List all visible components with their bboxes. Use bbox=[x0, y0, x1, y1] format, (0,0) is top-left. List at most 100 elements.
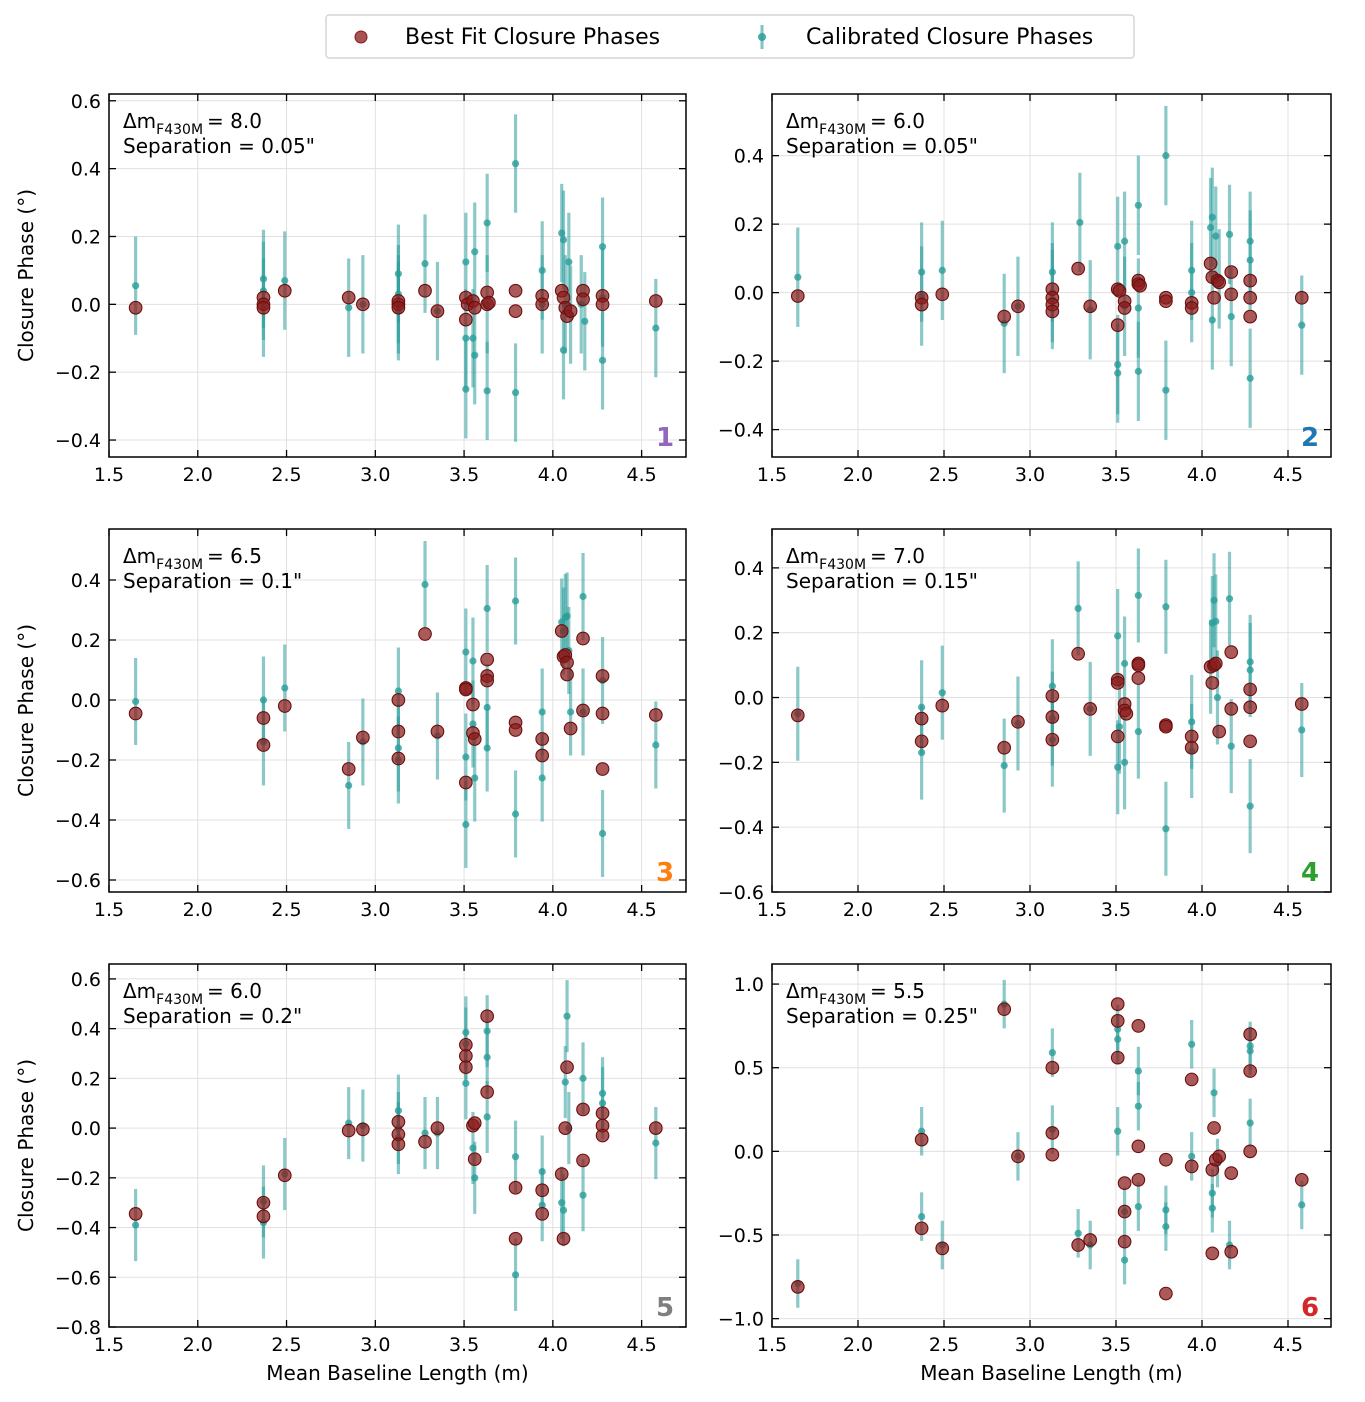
best-fit-point bbox=[1117, 1176, 1132, 1190]
x-tick-label: 2.0 bbox=[843, 464, 873, 486]
best-fit-point bbox=[560, 667, 574, 682]
y-tick-label: −0.6 bbox=[718, 882, 764, 904]
axes-frame bbox=[108, 528, 687, 893]
best-fit-point bbox=[1117, 1234, 1132, 1249]
y-axis-label: Closure Phase (°) bbox=[14, 189, 38, 362]
best-fit-point bbox=[277, 699, 292, 713]
calibrated-point bbox=[1162, 1223, 1170, 1231]
x-tick-label: 4.5 bbox=[1273, 899, 1303, 921]
calibrated-point bbox=[538, 1201, 546, 1209]
calibrated-point bbox=[1298, 321, 1306, 329]
best-fit-point bbox=[997, 740, 1012, 755]
calibrated-point bbox=[462, 753, 470, 761]
best-fit-point bbox=[1212, 275, 1227, 290]
x-tick-label: 3.5 bbox=[449, 899, 479, 921]
best-fit-point bbox=[256, 1195, 271, 1210]
best-fit-point bbox=[595, 1128, 610, 1143]
calibrated-point bbox=[511, 810, 520, 818]
best-fit-point bbox=[430, 1121, 445, 1135]
calibrated-point bbox=[1208, 213, 1216, 221]
x-tick-label: 2.5 bbox=[271, 899, 301, 921]
plot-area bbox=[128, 980, 663, 1311]
best-fit-point bbox=[466, 697, 480, 712]
y-axis-label: Closure Phase (°) bbox=[14, 624, 38, 797]
best-fit-point bbox=[1110, 1014, 1125, 1028]
delta-mag-value: = 7.0 bbox=[870, 544, 925, 568]
best-fit-point bbox=[576, 292, 590, 307]
calibrated-point bbox=[471, 1174, 479, 1182]
best-fit-point bbox=[1294, 697, 1309, 711]
best-fit-point bbox=[1184, 1072, 1199, 1087]
best-fit-point bbox=[914, 1132, 929, 1147]
calibrated-point bbox=[511, 1153, 520, 1161]
y-tick-label: 0.2 bbox=[71, 1068, 101, 1090]
calibrated-point bbox=[469, 657, 477, 665]
delta-mag-value: = 8.0 bbox=[207, 109, 262, 133]
best-fit-point bbox=[935, 287, 950, 302]
best-fit-point bbox=[467, 732, 482, 746]
delta-mag-symbol: Δm bbox=[786, 109, 819, 133]
x-tick-label: 4.0 bbox=[1187, 899, 1217, 921]
best-fit-point bbox=[576, 1102, 590, 1117]
best-fit-point bbox=[1045, 1147, 1060, 1162]
calibrated-point bbox=[1212, 617, 1220, 625]
best-fit-point bbox=[1117, 1204, 1132, 1219]
delta-mag-value: = 6.0 bbox=[207, 979, 262, 1003]
y-tick-label: −0.5 bbox=[718, 1225, 764, 1247]
best-fit-point bbox=[1224, 265, 1239, 279]
calibrated-point bbox=[559, 1206, 568, 1214]
best-fit-point bbox=[935, 1241, 950, 1256]
calibrated-point bbox=[1298, 726, 1306, 734]
calibrated-point bbox=[918, 749, 926, 757]
best-fit-point bbox=[341, 1123, 356, 1138]
legend: Best Fit Closure Phases Calibrated Closur… bbox=[325, 14, 1135, 59]
separation-annotation: Separation = 0.05" bbox=[786, 134, 978, 158]
best-fit-point bbox=[508, 283, 523, 298]
best-fit-point bbox=[1045, 1060, 1060, 1075]
x-tick-label: 4.0 bbox=[538, 464, 568, 486]
calibrated-point bbox=[462, 648, 470, 656]
y-tick-label: −0.2 bbox=[718, 351, 764, 373]
calibrated-point bbox=[1162, 603, 1170, 611]
y-tick-label: −0.2 bbox=[55, 362, 101, 384]
best-fit-point bbox=[790, 289, 805, 303]
calibrated-point bbox=[1210, 1089, 1218, 1097]
calibrated-point bbox=[559, 236, 568, 244]
axes-frame bbox=[771, 93, 1332, 458]
delta-mag-annotation: ΔmF430M = 6.0 bbox=[123, 979, 262, 1008]
calibrated-point bbox=[581, 317, 589, 325]
best-fit-point bbox=[1131, 1139, 1146, 1154]
best-fit-point bbox=[1011, 299, 1025, 314]
calibrated-point bbox=[462, 258, 470, 266]
best-fit-point bbox=[1184, 301, 1199, 315]
best-fit-point bbox=[535, 1183, 550, 1198]
best-fit-point bbox=[1131, 1019, 1146, 1033]
y-tick-label: 0.0 bbox=[734, 1141, 764, 1163]
best-fit-point bbox=[1294, 1172, 1309, 1187]
calibrated-point bbox=[1121, 237, 1129, 245]
calibrated-point bbox=[1246, 666, 1254, 674]
x-tick-label: 4.5 bbox=[627, 899, 657, 921]
x-tick-label: 3.0 bbox=[360, 464, 390, 486]
calibrated-point bbox=[462, 820, 470, 829]
y-tick-label: −0.2 bbox=[718, 752, 764, 774]
best-fit-point bbox=[556, 1231, 571, 1246]
best-fit-point bbox=[576, 631, 590, 646]
best-fit-point bbox=[997, 1002, 1012, 1017]
best-fit-point bbox=[508, 723, 523, 737]
calibrated-point bbox=[1188, 289, 1196, 297]
calibrated-point bbox=[918, 1212, 926, 1221]
y-tick-label: 0.2 bbox=[734, 623, 764, 645]
calibrated-point bbox=[1074, 604, 1082, 613]
calibrated-point bbox=[1213, 693, 1222, 702]
best-fit-point bbox=[1224, 1244, 1239, 1259]
best-fit-point bbox=[1045, 710, 1060, 724]
delta-mag-filter: F430M bbox=[156, 122, 203, 138]
x-tick-label: 3.0 bbox=[360, 899, 390, 921]
best-fit-point bbox=[1131, 1172, 1146, 1187]
best-fit-point bbox=[535, 732, 550, 746]
x-tick-label: 3.5 bbox=[1101, 1334, 1131, 1356]
plot-area bbox=[790, 979, 1309, 1308]
best-fit-point bbox=[790, 708, 805, 723]
calibrated-point bbox=[345, 781, 353, 790]
